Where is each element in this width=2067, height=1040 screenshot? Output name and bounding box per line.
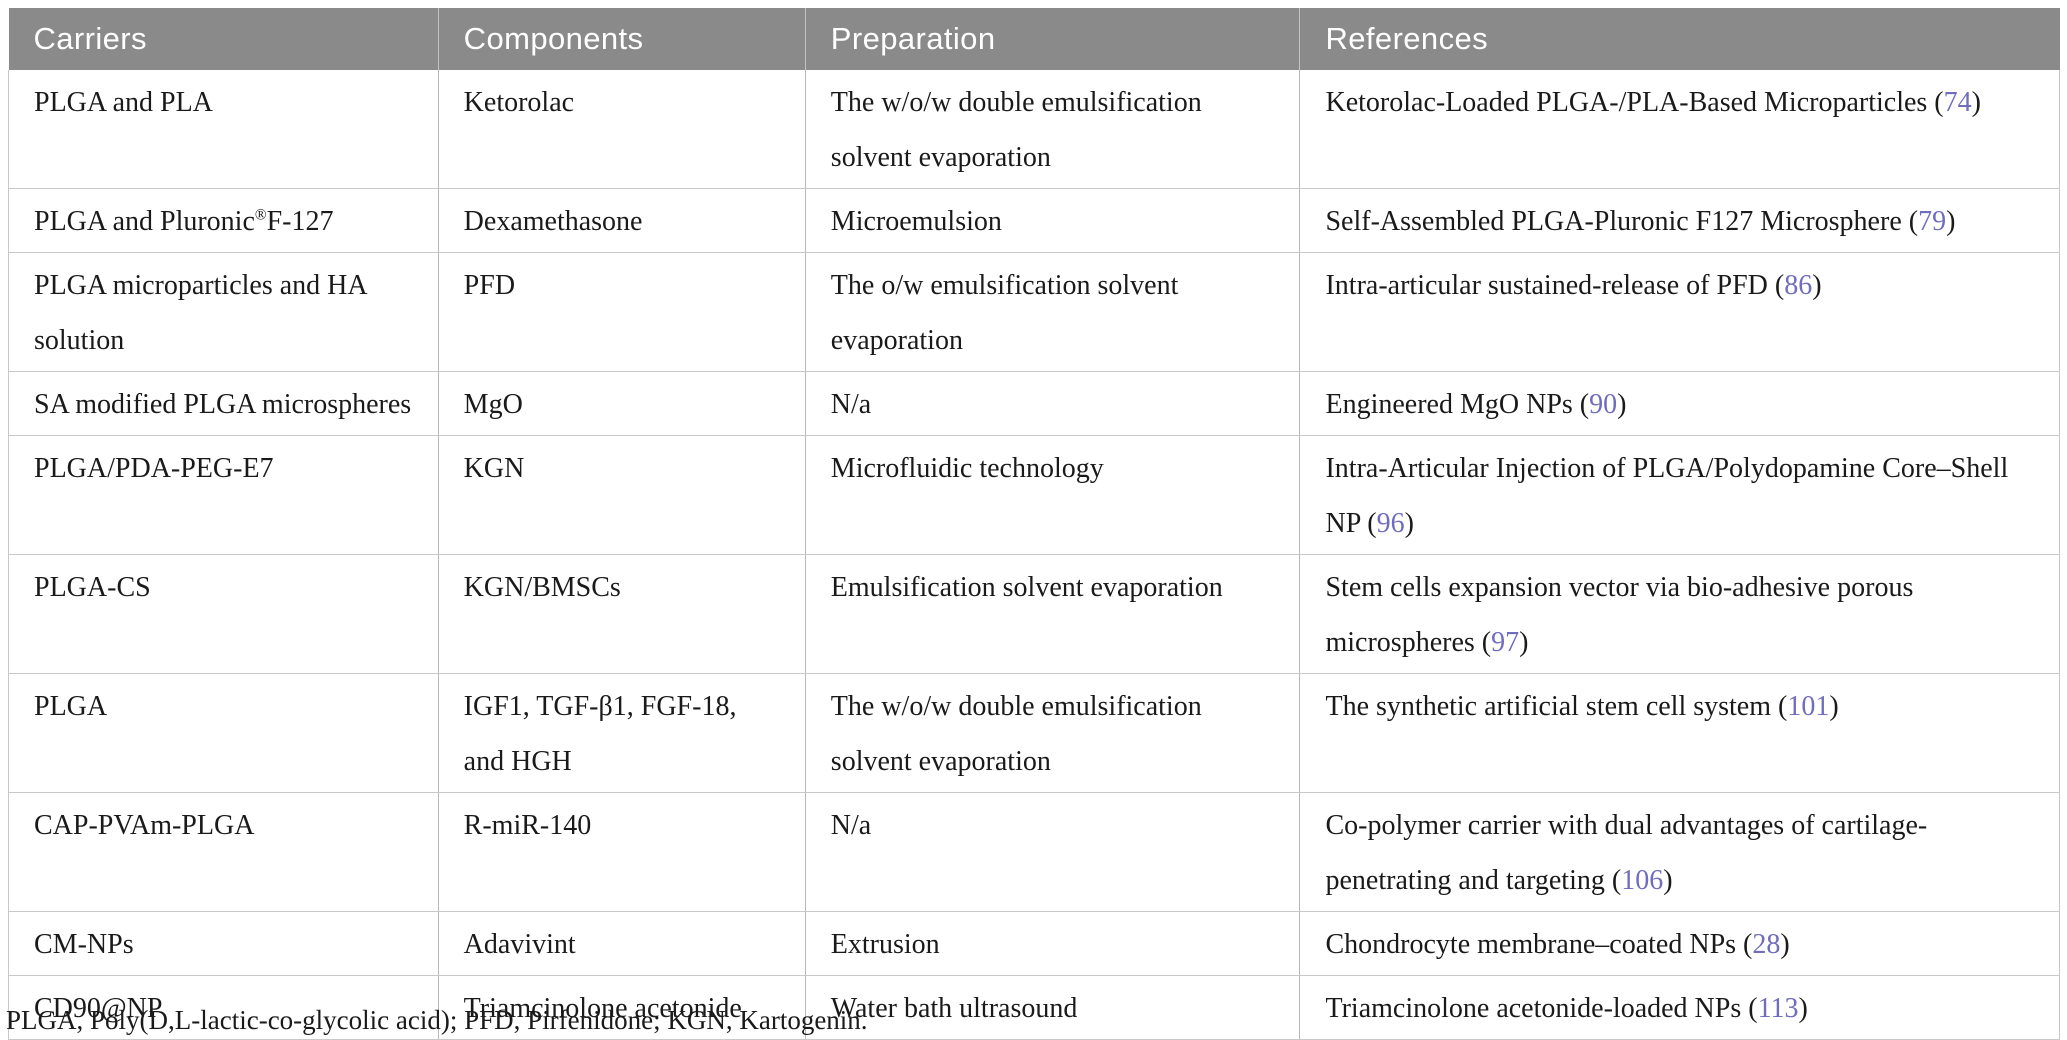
table-row: PLGA/PDA-PEG-E7 KGN Microfluidic technolog… [8, 435, 2060, 555]
reference-cell: Stem cells expansion vector via bio-adhe… [1299, 554, 2060, 674]
table-row: PLGA microparticles and HA solution PFD Th… [8, 252, 2060, 372]
component-cell: IGF1, TGF-β1, FGF-18, and HGH [438, 673, 806, 793]
component-cell: PFD [438, 252, 806, 372]
preparation-cell: N/a [805, 371, 1301, 436]
citation-link[interactable]: 113 [1757, 993, 1799, 1024]
table-row: CM-NPs Adavivint Extrusion Chondrocyte memb… [8, 911, 2060, 976]
reference-cell: Triamcinolone acetonide-loaded NPs (113) [1299, 975, 2060, 1040]
table-row: PLGA-CS KGN/BMSCs Emulsification solvent e… [8, 554, 2060, 674]
table-row: PLGA and Pluronic®F-127 Dexamethasone Micr… [8, 188, 2060, 253]
reference-cell: Intra-articular sustained-release of PFD… [1299, 252, 2060, 372]
preparation-cell: Extrusion [805, 911, 1301, 976]
citation-link[interactable]: 101 [1787, 691, 1830, 722]
reference-cell: Intra-Articular Injection of PLGA/Polydo… [1299, 435, 2060, 555]
carriers-table: Carriers Components Preparation Referenc… [8, 8, 2060, 1040]
reference-cell: Chondrocyte membrane–coated NPs (28) [1299, 911, 2060, 976]
table-row: PLGA IGF1, TGF-β1, FGF-18, and HGH The w/o… [8, 673, 2060, 793]
carrier-cell: PLGA microparticles and HA solution [8, 252, 439, 372]
citation-link[interactable]: 79 [1918, 206, 1947, 237]
carrier-cell: CAP-PVAm-PLGA [8, 792, 439, 912]
reference-cell: Engineered MgO NPs (90) [1299, 371, 2060, 436]
citation-link[interactable]: 97 [1491, 627, 1520, 658]
table-row: CD90@NP Triamcinolone acetonide Water bath… [8, 975, 2060, 1040]
component-cell: KGN/BMSCs [438, 554, 806, 674]
citation-link[interactable]: 74 [1943, 87, 1972, 118]
preparation-cell: The o/w emulsification solvent evaporati… [805, 252, 1301, 372]
header-components: Components [438, 8, 806, 70]
reference-cell: The synthetic artificial stem cell syste… [1299, 673, 2060, 793]
carrier-cell: PLGA/PDA-PEG-E7 [8, 435, 439, 555]
preparation-cell: Microemulsion [805, 188, 1301, 253]
preparation-cell: Emulsification solvent evaporation [805, 554, 1301, 674]
component-cell: R-miR-140 [438, 792, 806, 912]
preparation-cell: Water bath ultrasound [805, 975, 1301, 1040]
component-cell: Adavivint [438, 911, 806, 976]
carriers-table-container: Carriers Components Preparation Referenc… [8, 8, 2060, 1040]
citation-link[interactable]: 86 [1784, 270, 1813, 301]
header-carriers: Carriers [8, 8, 439, 70]
preparation-cell: N/a [805, 792, 1301, 912]
table-row: PLGA and PLA Ketorolac The w/o/w double em… [8, 70, 2060, 189]
header-preparation: Preparation [805, 8, 1301, 70]
table-row: SA modified PLGA microspheres MgO N/a Engin… [8, 371, 2060, 436]
carrier-cell: CD90@NP [8, 975, 439, 1040]
reference-cell: Self-Assembled PLGA-Pluronic F127 Micros… [1299, 188, 2060, 253]
header-references: References [1299, 8, 2060, 70]
component-cell: Ketorolac [438, 70, 806, 189]
table-footnote: PLGA, Poly(D,L-lactic-co-glycolic acid);… [6, 1005, 868, 1035]
component-cell: Triamcinolone acetonide [438, 975, 806, 1040]
carrier-cell: PLGA-CS [8, 554, 439, 674]
citation-link[interactable]: 96 [1376, 508, 1405, 539]
component-cell: Dexamethasone [438, 188, 806, 253]
table-header-row: Carriers Components Preparation Referenc… [8, 8, 2060, 70]
carrier-cell: PLGA and PLA [8, 70, 439, 189]
carrier-cell: SA modified PLGA microspheres [8, 371, 439, 436]
carrier-cell: CM-NPs [8, 911, 439, 976]
table-row: CAP-PVAm-PLGA R-miR-140 N/a Co-polymer carr… [8, 792, 2060, 912]
preparation-cell: The w/o/w double emulsification solvent … [805, 673, 1301, 793]
preparation-cell: The w/o/w double emulsification solvent … [805, 70, 1301, 189]
citation-link[interactable]: 90 [1589, 389, 1618, 420]
carrier-cell: PLGA [8, 673, 439, 793]
citation-link[interactable]: 28 [1752, 929, 1781, 960]
component-cell: MgO [438, 371, 806, 436]
carrier-cell: PLGA and Pluronic®F-127 [8, 188, 439, 253]
reference-cell: Co-polymer carrier with dual advantages … [1299, 792, 2060, 912]
component-cell: KGN [438, 435, 806, 555]
reference-cell: Ketorolac-Loaded PLGA-/PLA-Based Micropa… [1299, 70, 2060, 189]
preparation-cell: Microfluidic technology [805, 435, 1301, 555]
citation-link[interactable]: 106 [1621, 865, 1664, 896]
